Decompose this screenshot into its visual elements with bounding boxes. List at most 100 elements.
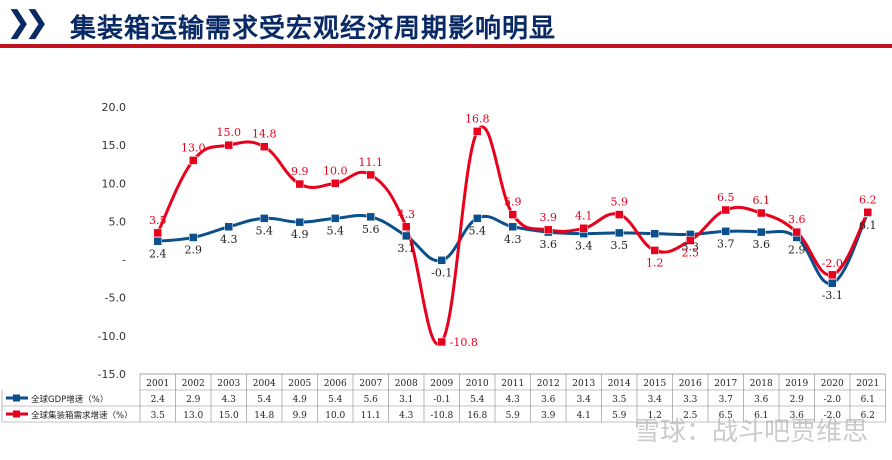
header: ❯ ❯ 集装箱运输需求受宏观经济周期影响明显 (0, 0, 892, 52)
container-data-label: 11.1 (359, 156, 384, 169)
container-data-label: 4.3 (398, 208, 416, 221)
table-cell: 5.4 (470, 395, 485, 405)
container-data-label: 9.9 (291, 165, 309, 178)
gdp-data-label: 5.4 (469, 224, 487, 237)
table-cell: 5.6 (364, 395, 379, 405)
container-marker (544, 225, 553, 235)
table-cell: 6.2 (861, 411, 875, 421)
container-marker (650, 246, 659, 255)
y-tick-label: -15.0 (98, 368, 126, 381)
table-cell: -2.0 (824, 395, 842, 405)
container-data-label: 16.8 (465, 112, 490, 125)
x-tick-label: 2005 (288, 379, 311, 389)
table-cell: 2.9 (790, 395, 805, 405)
table-cell: 10.0 (325, 411, 345, 421)
table-cell: 2.5 (683, 411, 698, 421)
x-tick-label: 2010 (466, 379, 489, 389)
gdp-data-label: 3.6 (540, 238, 558, 251)
y-tick-label: 20.0 (102, 101, 127, 114)
table-cell: 4.3 (399, 411, 414, 421)
gdp-data-label: 3.3 (682, 240, 700, 253)
container-data-label: 13.0 (181, 141, 206, 154)
x-tick-label: 2018 (750, 379, 773, 389)
x-tick-label: 2007 (359, 379, 382, 389)
table-cell: 3.6 (754, 395, 769, 405)
table-cell: 5.4 (257, 395, 272, 405)
table-cell: 3.7 (719, 395, 734, 405)
container-marker (579, 224, 588, 233)
container-data-label: 3.5 (149, 214, 167, 227)
y-tick-label: 15.0 (102, 139, 127, 152)
chevron-right-icon: ❯ (6, 5, 32, 40)
x-tick-label: 2003 (217, 379, 240, 389)
gdp-data-label: 4.3 (504, 233, 522, 246)
gdp-data-label: -0.1 (431, 266, 452, 279)
table-cell: 2.9 (186, 395, 201, 405)
table-cell: 6.1 (861, 395, 875, 405)
container-marker (473, 127, 482, 136)
x-tick-label: 2001 (146, 379, 169, 389)
gdp-data-label: 2.4 (149, 247, 167, 260)
gdp-marker (189, 233, 198, 242)
container-data-label: -10.8 (450, 336, 478, 349)
container-data-label: 3.6 (788, 213, 806, 226)
chart-points (153, 127, 872, 347)
gdp-data-label: 6.1 (859, 219, 877, 232)
gdp-marker (224, 222, 233, 232)
table-cell: 3.3 (683, 395, 698, 405)
x-tick-label: 2017 (714, 379, 737, 389)
container-marker (828, 270, 837, 280)
table-cell: 16.8 (467, 411, 487, 421)
table-cell: 3.9 (541, 411, 556, 421)
gdp-marker (402, 231, 411, 241)
gdp-marker (615, 228, 624, 238)
legend-marker (13, 410, 20, 418)
legend-marker (13, 394, 20, 402)
data-labels: 2.4 2.9 4.3 5.4 4.9 5.4 5.6 3.1 -0.1 5.4 4.3 3.6 3.4… (149, 112, 877, 349)
gdp-marker (437, 256, 446, 265)
gdp-marker (828, 278, 837, 288)
y-tick-label: 10.0 (102, 177, 127, 190)
x-tick-label: 2006 (324, 379, 347, 389)
container-marker (295, 179, 304, 189)
x-tick-label: 2012 (537, 379, 560, 389)
table-cell: 3.5 (151, 411, 166, 421)
x-tick-label: 2004 (253, 379, 276, 389)
x-tick-label: 2002 (182, 379, 205, 389)
container-data-label: 15.0 (217, 126, 242, 139)
container-data-label: 6.1 (753, 194, 771, 207)
table-cell: 5.4 (328, 395, 343, 405)
container-marker (508, 210, 517, 219)
table-cell: 3.6 (541, 395, 556, 405)
gdp-data-label: 5.4 (256, 224, 274, 237)
container-marker (331, 179, 340, 188)
x-tick-label: 2021 (856, 379, 879, 389)
x-tick-label: 2014 (608, 379, 631, 389)
gdp-data-label: 3.7 (717, 237, 735, 250)
container-data-label: 4.1 (575, 209, 593, 222)
table-cell: 3.5 (612, 395, 627, 405)
table-cell: -10.8 (430, 411, 453, 421)
gdp-marker (508, 222, 517, 232)
gdp-marker (153, 237, 162, 246)
table-cell: 4.3 (222, 395, 237, 405)
table-cell: 1.2 (648, 411, 662, 421)
header-divider (0, 44, 892, 48)
container-data-label: 2.5 (682, 247, 700, 260)
container-data-label: 14.8 (252, 128, 277, 141)
container-data-label: -2.0 (822, 257, 843, 270)
container-marker (189, 156, 198, 165)
gdp-data-label: 2.9 (185, 243, 203, 256)
table-cell: 3.6 (790, 411, 805, 421)
y-tick-label: -5.0 (105, 292, 126, 305)
legend-label: 全球集装箱需求增速（%） (31, 410, 133, 421)
table-cell: 6.1 (754, 411, 768, 421)
table-cell: -0.1 (433, 395, 450, 405)
container-data-label: 3.9 (540, 211, 558, 224)
gdp-marker (331, 214, 340, 223)
table-cell: 13.0 (183, 411, 203, 421)
container-marker (721, 205, 730, 215)
container-marker (437, 337, 446, 347)
x-tick-label: 2011 (501, 379, 524, 389)
container-marker (792, 227, 801, 237)
